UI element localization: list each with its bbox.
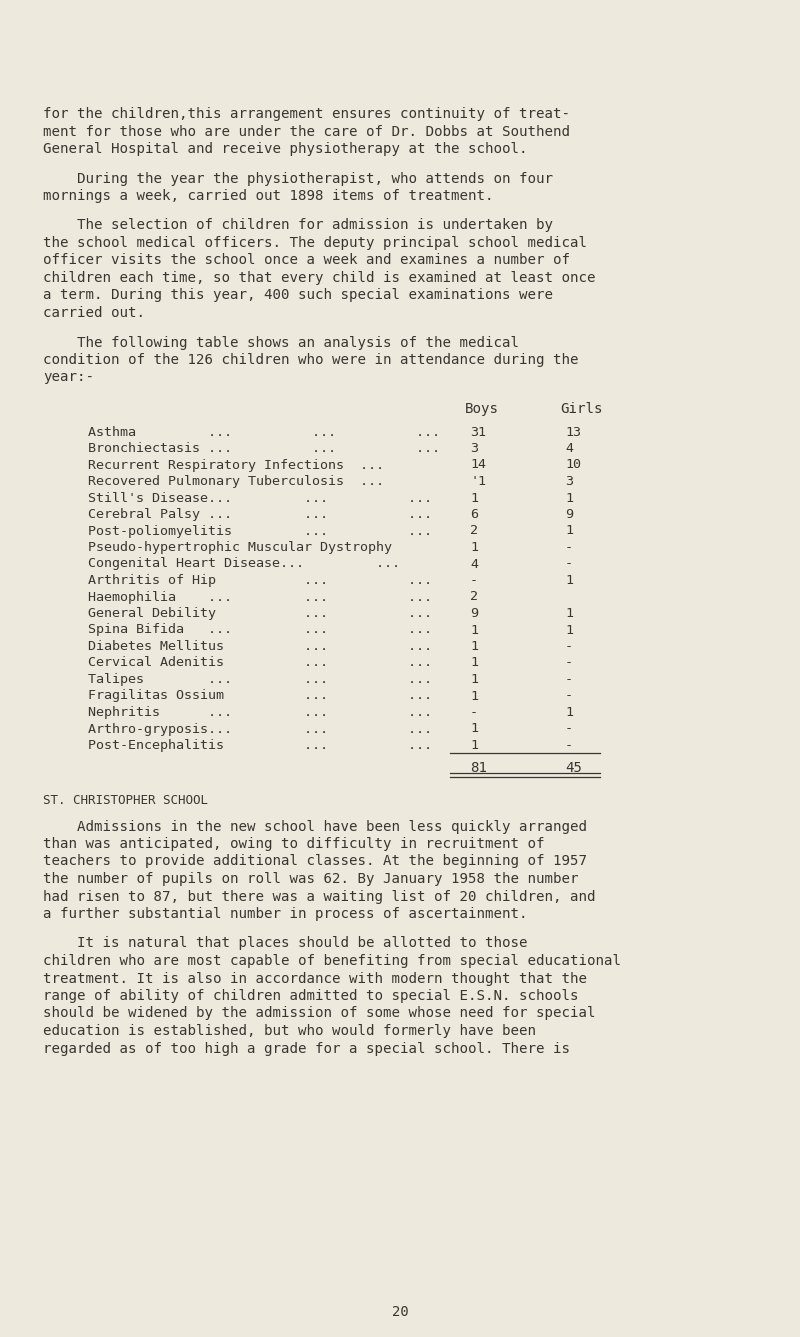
Text: 1: 1 (565, 706, 573, 719)
Text: 1: 1 (470, 623, 478, 636)
Text: -: - (565, 722, 573, 735)
Text: children who are most capable of benefiting from special educational: children who are most capable of benefit… (43, 955, 621, 968)
Text: treatment. It is also in accordance with modern thought that the: treatment. It is also in accordance with… (43, 972, 587, 985)
Text: 1: 1 (470, 722, 478, 735)
Text: -: - (565, 541, 573, 554)
Text: General Debility           ...          ...: General Debility ... ... (88, 607, 432, 620)
Text: -: - (565, 656, 573, 670)
Text: teachers to provide additional classes. At the beginning of 1957: teachers to provide additional classes. … (43, 854, 587, 869)
Text: -: - (470, 706, 478, 719)
Text: mornings a week, carried out 1898 items of treatment.: mornings a week, carried out 1898 items … (43, 189, 494, 203)
Text: 1: 1 (470, 492, 478, 504)
Text: Diabetes Mellitus          ...          ...: Diabetes Mellitus ... ... (88, 640, 432, 652)
Text: Post-poliomyelitis         ...          ...: Post-poliomyelitis ... ... (88, 524, 432, 537)
Text: 13: 13 (565, 425, 581, 439)
Text: 2: 2 (470, 591, 478, 603)
Text: range of ability of children admitted to special E.S.N. schools: range of ability of children admitted to… (43, 989, 578, 1003)
Text: 1: 1 (470, 656, 478, 670)
Text: 14: 14 (470, 459, 486, 472)
Text: Haemophilia    ...         ...          ...: Haemophilia ... ... ... (88, 591, 432, 603)
Text: '1: '1 (470, 475, 486, 488)
Text: carried out.: carried out. (43, 306, 145, 320)
Text: 3: 3 (565, 475, 573, 488)
Text: Pseudo-hypertrophic Muscular Dystrophy: Pseudo-hypertrophic Muscular Dystrophy (88, 541, 392, 554)
Text: Recurrent Respiratory Infections  ...: Recurrent Respiratory Infections ... (88, 459, 384, 472)
Text: condition of the 126 children who were in attendance during the: condition of the 126 children who were i… (43, 353, 578, 366)
Text: 1: 1 (470, 690, 478, 702)
Text: 31: 31 (470, 425, 486, 439)
Text: Arthro-gryposis...         ...          ...: Arthro-gryposis... ... ... (88, 722, 432, 735)
Text: -: - (565, 690, 573, 702)
Text: -: - (565, 739, 573, 751)
Text: 1: 1 (565, 574, 573, 587)
Text: Admissions in the new school have been less quickly arranged: Admissions in the new school have been l… (43, 820, 587, 833)
Text: Spina Bifida   ...         ...          ...: Spina Bifida ... ... ... (88, 623, 432, 636)
Text: 1: 1 (565, 623, 573, 636)
Text: 1: 1 (565, 607, 573, 620)
Text: 81: 81 (470, 761, 487, 774)
Text: should be widened by the admission of some whose need for special: should be widened by the admission of so… (43, 1007, 595, 1020)
Text: for the children,this arrangement ensures continuity of treat-: for the children,this arrangement ensure… (43, 107, 570, 122)
Text: children each time, so that every child is examined at least once: children each time, so that every child … (43, 271, 595, 285)
Text: a term. During this year, 400 such special examinations were: a term. During this year, 400 such speci… (43, 289, 553, 302)
Text: officer visits the school once a week and examines a number of: officer visits the school once a week an… (43, 254, 570, 267)
Text: 6: 6 (470, 508, 478, 521)
Text: regarded as of too high a grade for a special school. There is: regarded as of too high a grade for a sp… (43, 1042, 570, 1055)
Text: Fragilitas Ossium          ...          ...: Fragilitas Ossium ... ... (88, 690, 432, 702)
Text: Talipes        ...         ...          ...: Talipes ... ... ... (88, 673, 432, 686)
Text: 4: 4 (470, 558, 478, 571)
Text: Recovered Pulmonary Tuberculosis  ...: Recovered Pulmonary Tuberculosis ... (88, 475, 384, 488)
Text: 45: 45 (565, 761, 582, 774)
Text: -: - (565, 558, 573, 571)
Text: 1: 1 (565, 524, 573, 537)
Text: 1: 1 (470, 640, 478, 652)
Text: -: - (565, 673, 573, 686)
Text: Still's Disease...         ...          ...: Still's Disease... ... ... (88, 492, 432, 504)
Text: Cerebral Palsy ...         ...          ...: Cerebral Palsy ... ... ... (88, 508, 432, 521)
Text: Bronchiectasis ...          ...          ...: Bronchiectasis ... ... ... (88, 443, 440, 455)
Text: Cervical Adenitis          ...          ...: Cervical Adenitis ... ... (88, 656, 432, 670)
Text: 3: 3 (470, 443, 478, 455)
Text: 9: 9 (470, 607, 478, 620)
Text: Girls: Girls (560, 402, 602, 416)
Text: had risen to 87, but there was a waiting list of 20 children, and: had risen to 87, but there was a waiting… (43, 889, 595, 904)
Text: Asthma         ...          ...          ...: Asthma ... ... ... (88, 425, 440, 439)
Text: 2: 2 (470, 524, 478, 537)
Text: The selection of children for admission is undertaken by: The selection of children for admission … (43, 218, 553, 233)
Text: It is natural that places should be allotted to those: It is natural that places should be allo… (43, 936, 527, 951)
Text: 1: 1 (470, 739, 478, 751)
Text: a further substantial number in process of ascertainment.: a further substantial number in process … (43, 906, 527, 921)
Text: the school medical officers. The deputy principal school medical: the school medical officers. The deputy … (43, 237, 587, 250)
Text: than was anticipated, owing to difficulty in recruitment of: than was anticipated, owing to difficult… (43, 837, 545, 850)
Text: During the year the physiotherapist, who attends on four: During the year the physiotherapist, who… (43, 171, 553, 186)
Text: 1: 1 (470, 673, 478, 686)
Text: 1: 1 (470, 541, 478, 554)
Text: education is established, but who would formerly have been: education is established, but who would … (43, 1024, 536, 1038)
Text: ment for those who are under the care of Dr. Dobbs at Southend: ment for those who are under the care of… (43, 124, 570, 139)
Text: Nephritis      ...         ...          ...: Nephritis ... ... ... (88, 706, 432, 719)
Text: -: - (565, 640, 573, 652)
Text: The following table shows an analysis of the medical: The following table shows an analysis of… (43, 336, 519, 349)
Text: Post-Encephalitis          ...          ...: Post-Encephalitis ... ... (88, 739, 432, 751)
Text: 20: 20 (392, 1305, 408, 1320)
Text: ST. CHRISTOPHER SCHOOL: ST. CHRISTOPHER SCHOOL (43, 794, 208, 808)
Text: 9: 9 (565, 508, 573, 521)
Text: Congenital Heart Disease...         ...: Congenital Heart Disease... ... (88, 558, 400, 571)
Text: Boys: Boys (465, 402, 499, 416)
Text: year:-: year:- (43, 370, 94, 385)
Text: Arthritis of Hip           ...          ...: Arthritis of Hip ... ... (88, 574, 432, 587)
Text: 10: 10 (565, 459, 581, 472)
Text: the number of pupils on roll was 62. By January 1958 the number: the number of pupils on roll was 62. By … (43, 872, 578, 886)
Text: -: - (470, 574, 478, 587)
Text: 1: 1 (565, 492, 573, 504)
Text: 4: 4 (565, 443, 573, 455)
Text: General Hospital and receive physiotherapy at the school.: General Hospital and receive physiothera… (43, 142, 527, 156)
